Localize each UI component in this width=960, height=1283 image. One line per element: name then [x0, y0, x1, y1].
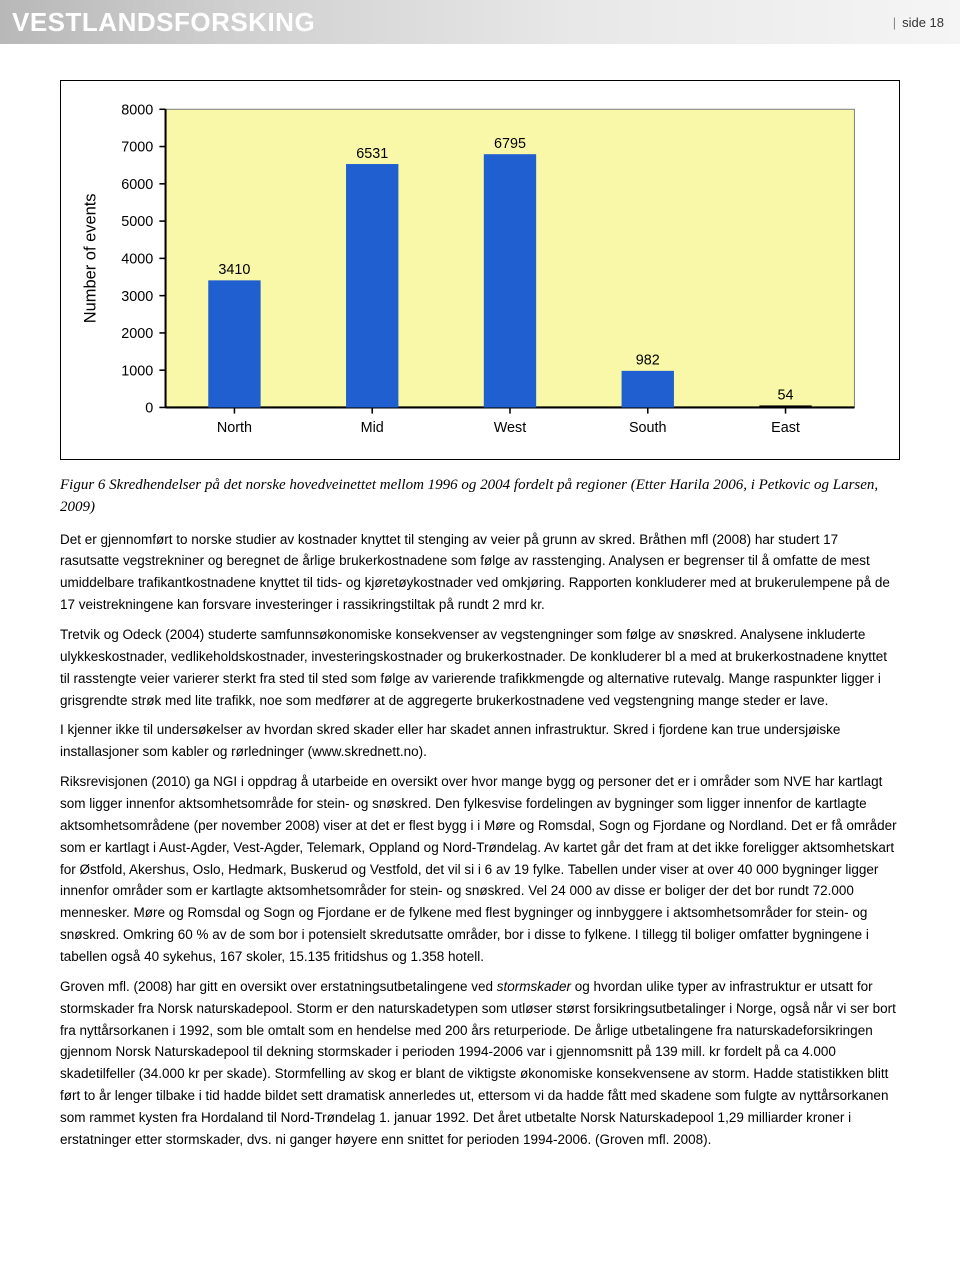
page-number: | side 18 [893, 15, 944, 30]
svg-text:South: South [629, 420, 667, 436]
svg-text:2000: 2000 [121, 326, 153, 342]
page-number-separator: | [893, 15, 896, 30]
svg-text:3000: 3000 [121, 289, 153, 305]
svg-text:3410: 3410 [218, 262, 250, 278]
svg-text:East: East [771, 420, 800, 436]
paragraph: Riksrevisjonen (2010) ga NGI i oppdrag å… [60, 771, 900, 968]
svg-text:8000: 8000 [121, 102, 153, 118]
svg-text:Number of events: Number of events [82, 193, 100, 323]
figure-caption-text: Skredhendelser på det norske hovedveinet… [60, 477, 878, 516]
paragraph: Tretvik og Odeck (2004) studerte samfunn… [60, 624, 900, 711]
svg-text:7000: 7000 [121, 140, 153, 156]
paragraph: Det er gjennomført to norske studier av … [60, 529, 900, 616]
brand-logo: VESTLANDSFORSKING [12, 7, 315, 38]
svg-text:6000: 6000 [121, 177, 153, 193]
svg-text:North: North [217, 420, 252, 436]
svg-text:5000: 5000 [121, 214, 153, 230]
figure-caption-prefix: Figur 6 [60, 477, 105, 493]
paragraph: I kjenner ikke til undersøkelser av hvor… [60, 719, 900, 763]
svg-text:0: 0 [145, 401, 153, 417]
svg-text:4000: 4000 [121, 252, 153, 268]
page-header: VESTLANDSFORSKING | side 18 [0, 0, 960, 44]
svg-text:982: 982 [636, 353, 660, 369]
svg-text:1000: 1000 [121, 363, 153, 379]
paragraph: Groven mfl. (2008) har gitt en oversikt … [60, 976, 900, 1151]
events-bar-chart: 0 1000 2000 3000 4000 5000 6000 7000 8000 Number … [73, 99, 875, 449]
svg-text:6531: 6531 [356, 146, 388, 162]
svg-text:54: 54 [778, 387, 794, 403]
figure-caption: Figur 6 Skredhendelser på det norske hov… [60, 474, 900, 519]
svg-text:6795: 6795 [494, 136, 526, 152]
body-text: Det er gjennomført to norske studier av … [60, 529, 900, 1151]
svg-text:Mid: Mid [361, 420, 384, 436]
chart-container: 0 1000 2000 3000 4000 5000 6000 7000 8000 Number … [60, 80, 900, 460]
page-number-text: side 18 [902, 15, 944, 30]
page-content: 0 1000 2000 3000 4000 5000 6000 7000 8000 Number … [0, 44, 960, 1199]
svg-text:West: West [494, 420, 526, 436]
